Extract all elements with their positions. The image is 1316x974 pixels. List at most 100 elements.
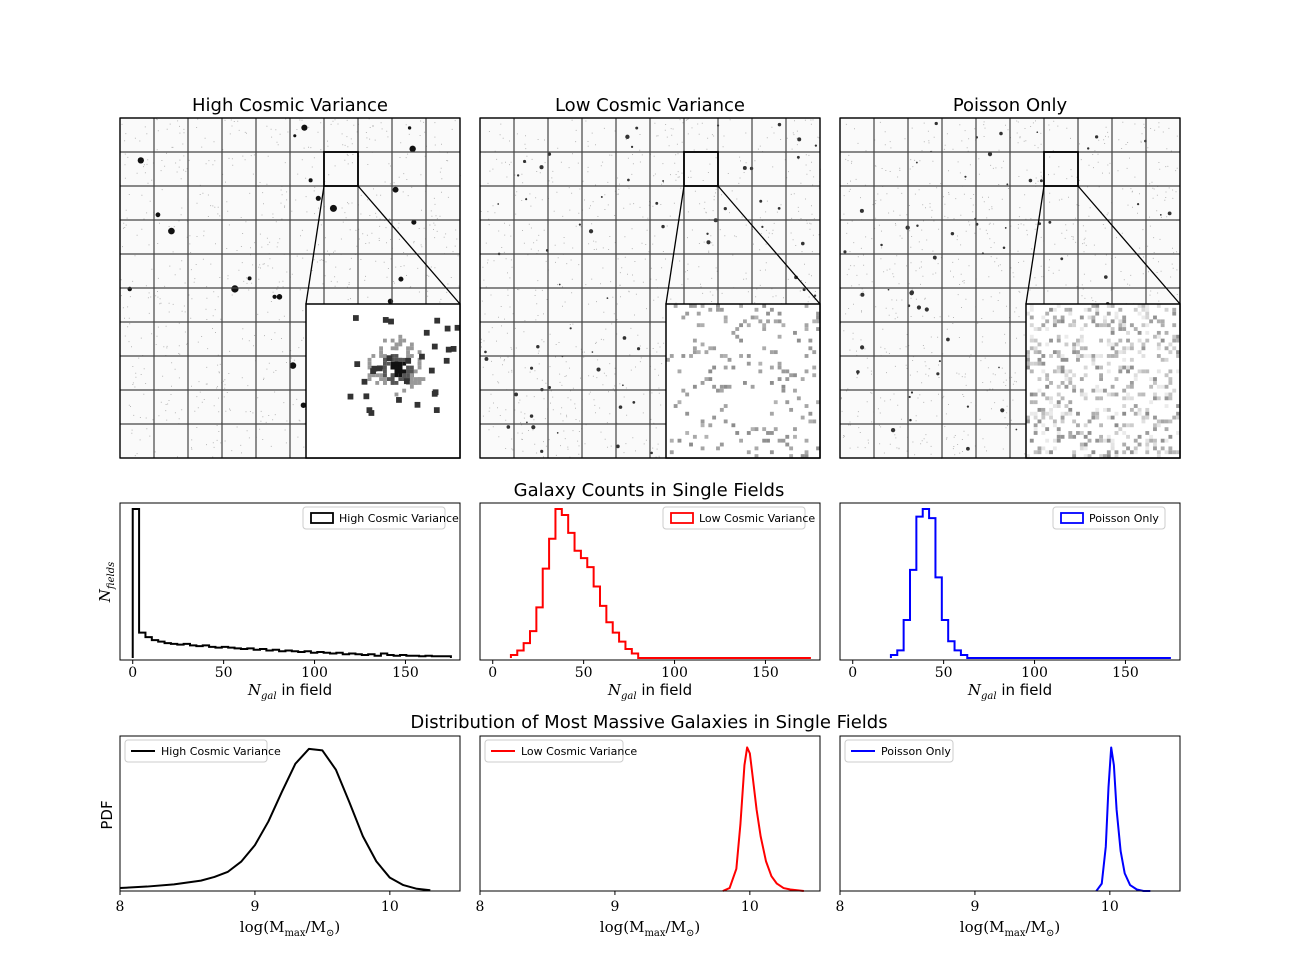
inset-pixel: [1033, 423, 1038, 428]
inset-pixel: [766, 438, 770, 443]
galaxy-source: [596, 367, 601, 372]
inset-pixel: [1049, 450, 1053, 455]
galaxy-source: [796, 155, 800, 159]
inset-pixel: [1052, 419, 1057, 424]
inset-pixel: [723, 354, 728, 358]
inset-pixel: [692, 304, 697, 308]
inset-pixel: [1041, 431, 1046, 435]
inset-pixel: [1156, 334, 1161, 339]
inset-pixel: [793, 373, 797, 378]
inset-pixel: [1041, 392, 1046, 397]
galaxy-source: [526, 421, 528, 424]
inset-pixel: [1164, 396, 1169, 401]
inset-pixel: [1095, 311, 1100, 316]
inset-pixel: [716, 446, 720, 451]
inset-pixel: [777, 377, 782, 381]
inset-pixel: [1079, 327, 1084, 331]
inset-pixel: [1110, 342, 1115, 347]
inset-pixel: [1052, 323, 1057, 328]
inset-pixel: [1133, 446, 1138, 451]
inset-pixel: [371, 354, 376, 358]
galaxy-source: [777, 122, 782, 127]
inset-pixel: [731, 423, 736, 428]
inset-pixel: [704, 377, 709, 381]
inset-pixel: [785, 377, 790, 381]
inset-pixel: [1122, 346, 1127, 351]
inset-pixel: [1103, 438, 1107, 443]
inset-pixel: [376, 365, 383, 372]
inset-pixel: [1083, 434, 1088, 439]
axes-frame: [119, 735, 461, 892]
inset-pixel: [1145, 450, 1150, 455]
inset-pixel: [1103, 323, 1107, 328]
inset-pixel: [808, 411, 813, 416]
galaxy-source: [635, 126, 639, 130]
inset-pixel: [1176, 369, 1180, 374]
galaxy-source: [916, 224, 919, 228]
inset-pixel: [762, 327, 767, 331]
inset-pixel: [1106, 338, 1111, 343]
inset-pixel: [804, 454, 809, 458]
inset-pixel: [1160, 357, 1165, 362]
inset-pixel: [1083, 396, 1088, 401]
galaxy-source: [514, 392, 519, 397]
inset-pixel: [432, 389, 439, 396]
inset-pixel: [750, 315, 755, 320]
galaxy-source: [315, 195, 321, 201]
zoom-region-box: [323, 151, 359, 187]
inset-pixel: [1033, 431, 1038, 435]
inset-pixel: [1176, 404, 1180, 408]
inset-pixel: [1145, 415, 1150, 420]
inset-pixel: [406, 354, 410, 358]
inset-pixel: [700, 446, 705, 451]
inset-pixel: [777, 311, 782, 316]
pdf-panel: 8 9 10 log(Mmax/M⊙) Poisson Only: [836, 735, 1181, 939]
inset-pixel: [406, 365, 410, 370]
inset-pixel: [1026, 419, 1030, 424]
inset-pixel: [406, 373, 410, 378]
inset-pixel: [1137, 350, 1142, 355]
inset-pixel: [750, 427, 755, 432]
image-panel: Low Cosmic Variance: [479, 95, 821, 459]
inset-pixel: [1106, 407, 1111, 412]
galaxy-source: [910, 391, 914, 394]
inset-pixel: [1153, 396, 1157, 401]
inset-pixel: [409, 342, 414, 347]
inset-pixel: [1110, 415, 1115, 420]
inset-pixel: [1141, 369, 1146, 374]
galaxy-source: [276, 294, 283, 300]
inset-pixel: [1041, 354, 1046, 358]
inset-pixel: [1145, 323, 1150, 328]
inset-pixel: [409, 384, 414, 389]
image-panel-border: [479, 117, 821, 459]
inset-pixel: [708, 307, 713, 312]
inset-pixel: [769, 350, 774, 355]
inset-pixel: [1126, 392, 1130, 397]
inset-pixel: [1079, 392, 1084, 397]
inset-pixel: [1072, 350, 1077, 355]
galaxy-source: [636, 347, 641, 351]
inset-pixel: [1076, 423, 1080, 428]
inset-pixel: [409, 369, 414, 374]
inset-pixel: [1029, 411, 1034, 416]
inset-pixel: [777, 438, 782, 443]
galaxy-source: [247, 276, 252, 281]
inset-pixel: [1122, 431, 1127, 435]
x-axis-label: log(Mmax/M⊙): [600, 918, 700, 939]
inset-pixel: [454, 324, 461, 331]
inset-pixel: [758, 361, 763, 366]
inset-pixel: [1153, 438, 1157, 443]
axes-frame: [839, 735, 1181, 892]
inset-pixel: [692, 350, 697, 355]
inset-pixel: [1172, 307, 1177, 312]
galaxy-source: [880, 243, 883, 247]
inset-pixel: [1033, 411, 1038, 416]
galaxy-source: [529, 366, 534, 370]
inset-pixel: [1052, 315, 1057, 320]
inset-pixel: [402, 388, 407, 393]
inset-pixel: [1145, 438, 1150, 443]
galaxy-source: [301, 124, 308, 131]
inset-pixel: [1164, 357, 1169, 362]
inset-pixel: [669, 450, 674, 455]
inset-pixel: [1141, 315, 1146, 320]
